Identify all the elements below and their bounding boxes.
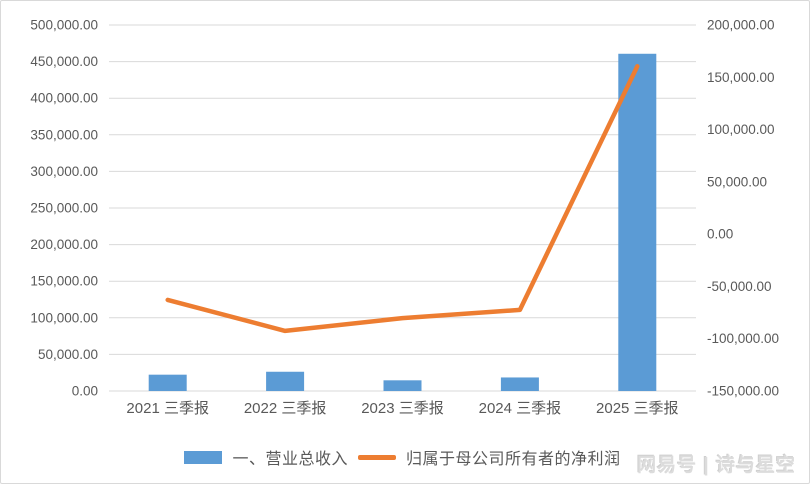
revenue-bar-2025 (618, 53, 657, 391)
y-axis-tick-left: 400,000.00 (30, 91, 98, 106)
y-axis-tick-left: 50,000.00 (38, 347, 98, 362)
legend-item-revenue: 一、营业总收入 (184, 445, 348, 469)
y-axis-tick-right: 50,000.00 (707, 174, 767, 189)
y-axis-tick-left: 200,000.00 (30, 237, 98, 252)
y-axis-tick-left: 150,000.00 (30, 274, 98, 289)
x-axis-label: 2023 三季报 (361, 400, 444, 417)
y-axis-tick-right: -50,000.00 (707, 279, 772, 294)
x-axis-label: 2024 三季报 (479, 400, 562, 417)
y-axis-tick-left: 450,000.00 (30, 54, 98, 69)
legend-label-net-profit: 归属于母公司所有者的净利润 (406, 451, 621, 468)
line-series-swatch-icon (358, 454, 396, 460)
y-axis-tick-left: 500,000.00 (30, 18, 98, 33)
revenue-bar-2024 (500, 377, 539, 391)
bar-series-swatch-icon (184, 450, 223, 464)
x-axis-label: 2025 三季报 (596, 400, 679, 417)
x-axis-label: 2022 三季报 (244, 400, 327, 417)
revenue-bar-2022 (266, 371, 305, 391)
y-axis-tick-left: 100,000.00 (30, 310, 98, 325)
y-axis-tick-left: 300,000.00 (30, 164, 98, 179)
y-axis-tick-left: 250,000.00 (30, 201, 98, 216)
legend-label-revenue: 一、营业总收入 (232, 451, 348, 468)
watermark-text: 网易号 | 诗与星空 (637, 455, 796, 476)
y-axis-tick-right: 0.00 (707, 227, 733, 242)
y-axis-tick-left: 0.00 (72, 384, 98, 399)
y-axis-tick-right: -150,000.00 (707, 384, 779, 399)
net-profit-line (165, 64, 640, 334)
y-axis-tick-right: 200,000.00 (707, 18, 775, 33)
y-axis-tick-right: 150,000.00 (707, 70, 775, 85)
revenue-bar-2021 (148, 374, 187, 391)
chart-legend: 一、营业总收入 归属于母公司所有者的净利润 (109, 444, 696, 470)
legend-item-net-profit: 归属于母公司所有者的净利润 (358, 445, 621, 469)
y-axis-tick-left: 350,000.00 (30, 127, 98, 142)
revenue-bar-2023 (383, 380, 422, 391)
x-axis-label: 2021 三季报 (126, 400, 209, 417)
y-axis-tick-right: 100,000.00 (707, 122, 775, 137)
y-axis-tick-right: -100,000.00 (707, 331, 779, 346)
